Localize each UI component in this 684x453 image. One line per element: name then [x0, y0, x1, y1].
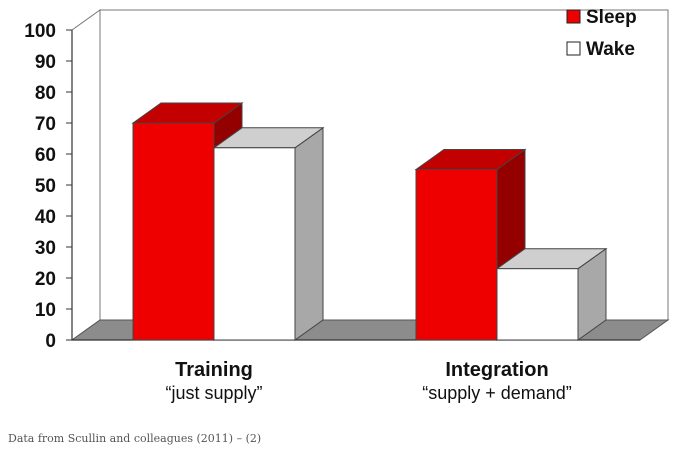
bar-front: [496, 268, 579, 341]
y-tick-label: 70: [35, 114, 56, 135]
bar-wake-integration: [495, 247, 608, 341]
bar-front: [213, 147, 296, 341]
source-caption: Data from Scullin and colleagues (2011) …: [8, 432, 262, 445]
y-tick-label: 90: [35, 52, 56, 73]
y-tick-label: 80: [35, 83, 56, 104]
legend-swatch: [566, 9, 581, 24]
bar-side: [294, 126, 324, 341]
y-tick-label: 40: [35, 207, 56, 228]
category-labels: Training“just supply” Integration“supply …: [165, 359, 571, 403]
side-wall: [71, 9, 101, 341]
bar-sleep-integration: [414, 148, 527, 341]
y-tick-label: 100: [24, 21, 56, 42]
bar-chart: 0 10 20 30 40 50 60 70 80 90 100 Training“just sup…: [24, 7, 670, 403]
bar-front: [132, 122, 215, 341]
bars: [131, 102, 608, 341]
category-label: Integration: [445, 359, 548, 381]
category-label: Training: [175, 359, 253, 381]
legend-swatch: [566, 41, 581, 56]
legend: Sleep Wake: [566, 7, 637, 60]
bar-front: [415, 169, 498, 341]
y-tick-label: 10: [35, 300, 56, 321]
bar-wake-training: [212, 126, 325, 341]
legend-label: Sleep: [586, 7, 637, 28]
y-tick-label: 60: [35, 145, 56, 166]
category-subtitle: “supply + demand”: [422, 383, 572, 403]
category-subtitle: “just supply”: [165, 383, 262, 403]
y-axis-ticks: 0 10 20 30 40 50 60 70 80 90 100: [24, 21, 72, 352]
legend-label: Wake: [586, 39, 635, 60]
y-tick-label: 0: [45, 331, 56, 352]
y-tick-label: 50: [35, 176, 56, 197]
y-tick-label: 20: [35, 269, 56, 290]
y-tick-label: 30: [35, 238, 56, 259]
